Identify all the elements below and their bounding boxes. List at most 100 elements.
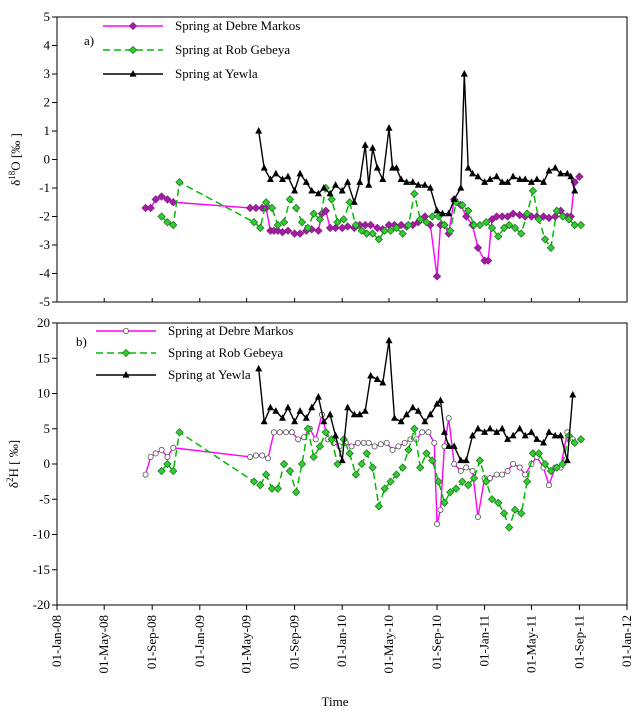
y-tick-label: 15 [37, 350, 50, 365]
data-point [462, 456, 470, 464]
data-point [433, 400, 441, 407]
data-point [464, 480, 473, 490]
data-point [348, 443, 355, 450]
y-axis-title: δ2H [ ‰] [5, 440, 21, 488]
data-point [475, 456, 485, 465]
data-point [261, 470, 271, 479]
data-point [410, 424, 419, 433]
data-point [297, 459, 307, 469]
data-point [379, 175, 387, 183]
data-point [308, 186, 316, 194]
data-point [321, 206, 330, 215]
data-point [487, 223, 497, 233]
y-tick-label: -4 [39, 266, 50, 281]
data-point [576, 435, 586, 444]
data-point [451, 484, 461, 493]
data-point [260, 417, 268, 425]
data-point [314, 189, 322, 197]
data-point [255, 127, 263, 134]
data-point [291, 203, 301, 213]
data-point [440, 498, 449, 507]
data-point [527, 178, 535, 185]
data-point [356, 410, 364, 418]
data-point [151, 195, 160, 204]
data-point [272, 169, 280, 177]
data-point [521, 175, 529, 183]
data-point [464, 206, 473, 215]
data-point [157, 192, 166, 201]
data-point [256, 480, 265, 490]
data-point [163, 195, 172, 204]
data-point [302, 414, 310, 421]
data-point [332, 431, 340, 439]
data-point [503, 212, 512, 221]
data-point [570, 220, 579, 230]
data-point [438, 209, 446, 217]
data-point [260, 164, 268, 171]
y-axis-title-rest: H [ ‰] [6, 440, 21, 478]
data-point [396, 220, 406, 230]
data-point [483, 256, 493, 265]
data-point [373, 375, 381, 382]
data-point [273, 484, 282, 493]
data-point [504, 178, 512, 185]
panel-a-oxygen-18: 5 4 3 2 1 0 -1 -2 -3 -4 -5 δ18O [‰ ] a) Spring at Deb… [7, 9, 628, 309]
data-point [351, 470, 361, 479]
data-point [445, 209, 453, 217]
data-point [457, 456, 465, 464]
data-point [551, 431, 559, 439]
legend-marker [121, 348, 131, 358]
data-point [371, 443, 378, 450]
data-point [545, 482, 552, 489]
data-point [469, 169, 477, 177]
data-point [446, 488, 455, 497]
data-point [374, 502, 384, 511]
data-point [458, 200, 467, 210]
data-point [516, 175, 524, 183]
data-point [312, 436, 319, 443]
data-point [492, 212, 501, 221]
data-point [295, 436, 302, 443]
data-point [522, 471, 529, 478]
data-point [522, 477, 532, 486]
data-point [404, 220, 413, 230]
data-point [445, 442, 453, 449]
data-point [350, 198, 358, 205]
data-point [474, 172, 482, 180]
data-point [327, 195, 336, 204]
data-point [551, 164, 559, 171]
x-tick-label: 01-May-08 [96, 615, 111, 674]
data-point [437, 396, 445, 404]
y-tick-label: 3 [44, 66, 51, 81]
data-point [373, 164, 381, 171]
data-point [296, 407, 304, 414]
legend-marker [123, 327, 130, 334]
data-point [332, 181, 340, 188]
data-point [457, 468, 464, 475]
legend-entry: Spring at Yewla [168, 367, 251, 382]
data-point [283, 429, 290, 436]
data-point [291, 186, 299, 194]
data-point [380, 226, 389, 235]
data-point [315, 215, 325, 224]
data-point [534, 449, 543, 458]
data-point [362, 229, 371, 238]
data-point [446, 226, 455, 235]
data-point [458, 477, 467, 486]
data-point [528, 449, 538, 458]
y-tick-label: 5 [44, 9, 51, 24]
data-point [273, 220, 282, 230]
x-tick-label: 01-Jan-12 [619, 615, 633, 667]
data-point [469, 468, 476, 475]
data-point [558, 212, 567, 221]
data-point [570, 438, 579, 448]
y-axis-title: δ18O [‰ ] [7, 133, 23, 186]
data-point [510, 223, 520, 233]
data-point [326, 410, 334, 418]
data-point [510, 505, 520, 514]
data-point [494, 498, 503, 507]
data-point [325, 223, 335, 233]
data-point [380, 484, 389, 493]
legend-entry: Spring at Debre Markos [168, 323, 293, 338]
data-point [434, 477, 443, 486]
